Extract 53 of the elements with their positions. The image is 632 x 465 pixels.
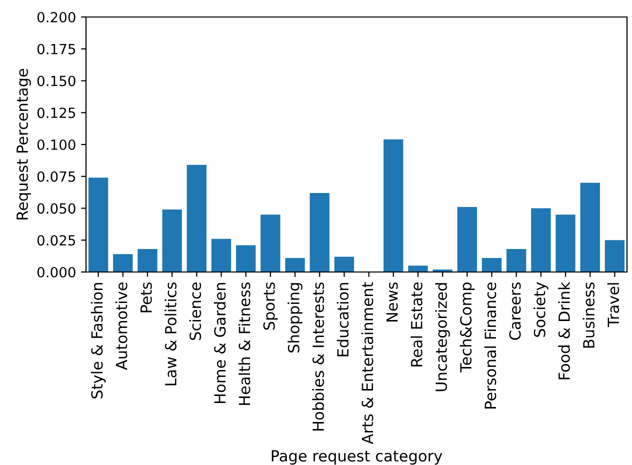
x-tick-label: Law & Politics: [164, 282, 176, 386]
bar: [162, 210, 182, 272]
y-tick-label: 0.200: [37, 12, 76, 22]
y-tick-label: 0.125: [37, 108, 76, 118]
y-tick-label: 0.025: [37, 235, 76, 246]
x-tick-label: Business: [582, 282, 595, 348]
y-tick-label: 0.050: [37, 203, 76, 214]
bar: [408, 266, 428, 272]
bar: [88, 178, 108, 272]
bar: [384, 139, 404, 272]
bar: [260, 214, 280, 272]
x-tick-label: Real Estate: [410, 282, 422, 366]
y-tick-label: 0.150: [37, 76, 76, 86]
bar: [556, 214, 576, 272]
bar: [580, 182, 600, 272]
bar: [604, 240, 625, 272]
x-tick-label: News: [386, 282, 398, 322]
x-tick-label: Sports: [263, 282, 278, 330]
y-tick-label: 0.100: [37, 139, 76, 150]
x-tick-label: Uncategorized: [435, 283, 450, 392]
x-tick-label: Automotive: [115, 282, 128, 370]
bar: [310, 192, 330, 272]
x-tick-label: Personal Finance: [484, 282, 496, 408]
x-tick-label: Travel: [607, 283, 620, 328]
y-tick-label: 0.175: [37, 44, 76, 54]
x-tick-label: Health & Fitness: [238, 282, 250, 405]
bar: [506, 249, 526, 272]
y-tick-label: 0.075: [37, 171, 76, 182]
x-tick-label: Tech&Comp: [460, 282, 475, 372]
bar: [457, 206, 477, 272]
bar: [113, 254, 133, 272]
x-tick-label: Home & Garden: [214, 283, 226, 403]
x-tick-label: Science: [189, 282, 202, 340]
x-tick-label: Society: [534, 282, 548, 337]
bar: [334, 256, 354, 272]
x-tick-label: Arts & Entertainment: [361, 282, 374, 444]
bar: [236, 245, 256, 272]
x-axis-title: Page request category: [272, 450, 442, 465]
bar: [211, 238, 232, 272]
bar: [285, 258, 305, 272]
x-tick-label: Shopping: [288, 283, 302, 352]
x-tick-label: Careers: [509, 282, 521, 340]
bar: [138, 249, 158, 272]
y-axis-title: Request Percentage: [16, 68, 31, 220]
x-tick-label: Education: [336, 283, 349, 356]
x-tick-label: Food & Drink: [558, 282, 570, 380]
bar: [531, 208, 551, 272]
bar: [482, 258, 502, 272]
bar: [186, 164, 206, 272]
x-tick-label: Pets: [140, 282, 152, 312]
x-tick-label: Hobbies & Interests: [312, 282, 324, 431]
x-tick-label: Style & Fashion: [90, 283, 106, 398]
y-tick-label: 0.000: [37, 266, 76, 278]
